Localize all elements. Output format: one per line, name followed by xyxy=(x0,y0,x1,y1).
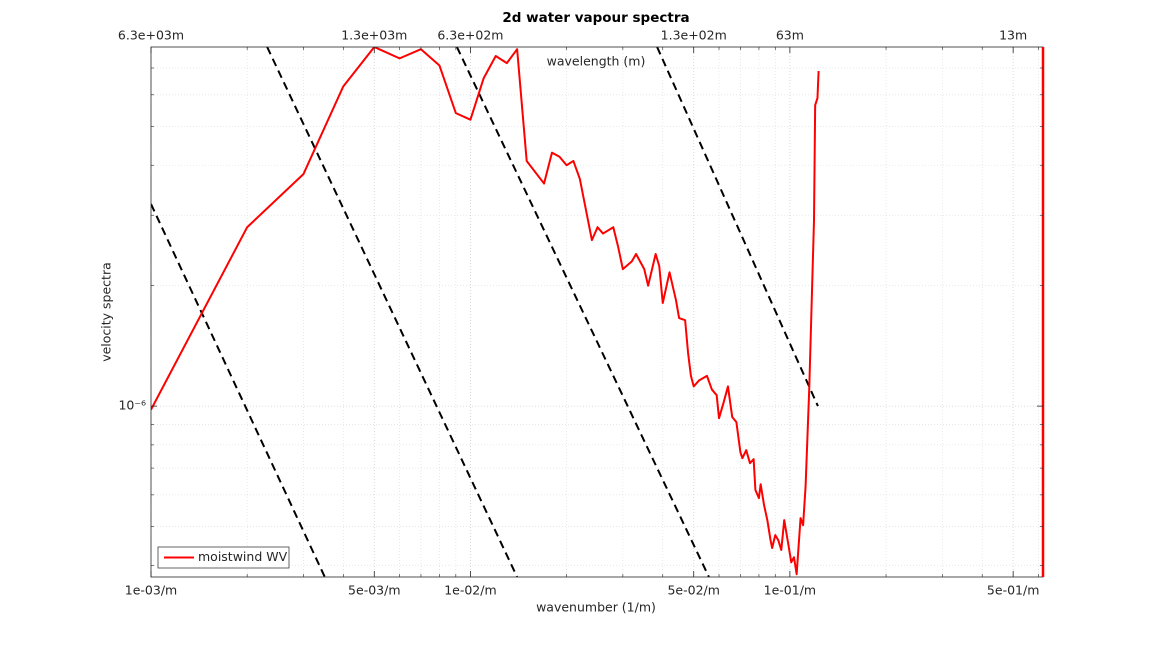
x2-tick-label: 1.3e+03m xyxy=(341,28,407,43)
x-tick-label: 5e-02/m xyxy=(667,583,719,598)
reference-line xyxy=(266,47,519,577)
chart-title: 2d water vapour spectra xyxy=(502,10,689,26)
x2-tick-label: 6.3e+02m xyxy=(437,28,503,43)
x2-tick-label: 1.3e+02m xyxy=(661,28,727,43)
x-tick-label: 5e-03/m xyxy=(348,583,400,598)
x-tick-label: 1e-02/m xyxy=(444,583,496,598)
ticks: 1e-03/m 5e-03/m 1e-02/m 5e-02/m 1e-01/m 5e-01… xyxy=(118,28,1043,598)
x2-tick-label: 63m xyxy=(776,28,804,43)
series-line xyxy=(151,47,820,576)
x2-axis-label: wavelength (m) xyxy=(547,54,646,69)
x-tick-label: 5e-01/m xyxy=(987,583,1039,598)
legend-label: moistwind WV xyxy=(198,549,288,564)
y-tick-label: 10⁻⁶ xyxy=(118,398,146,413)
x2-tick-label: 6.3e+03m xyxy=(118,28,184,43)
data-layer xyxy=(151,47,820,577)
x-tick-label: 1e-01/m xyxy=(764,583,816,598)
y-axis-label: velocity spectra xyxy=(99,262,114,362)
reference-line xyxy=(656,47,819,407)
legend: moistwind WV xyxy=(157,546,290,569)
reference-line xyxy=(455,47,710,577)
legend-box xyxy=(157,546,290,569)
plot-area xyxy=(151,47,1043,577)
x2-tick-label: 13m xyxy=(999,28,1027,43)
x-axis-label: wavenumber (1/m) xyxy=(536,600,656,615)
x-tick-label: 1e-03/m xyxy=(125,583,177,598)
reference-line xyxy=(151,203,326,577)
